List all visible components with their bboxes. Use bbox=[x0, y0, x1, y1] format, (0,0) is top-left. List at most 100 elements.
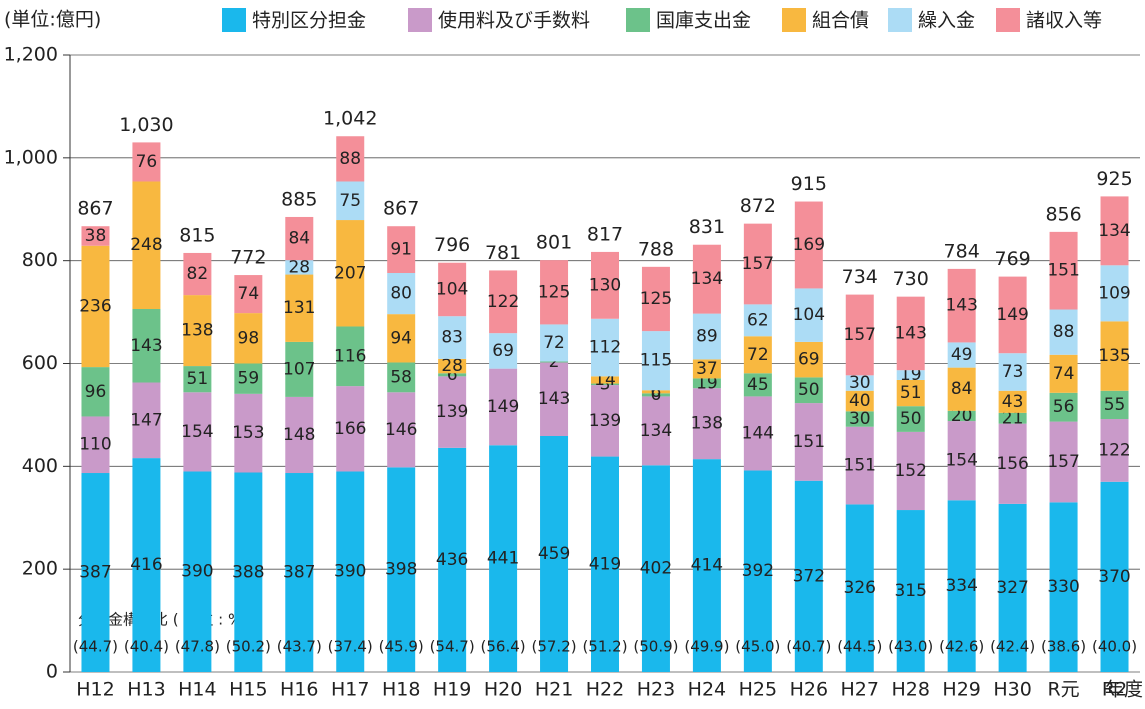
bar-segment bbox=[692, 388, 721, 460]
segment-label: 112 bbox=[589, 338, 621, 358]
total-label: 1,030 bbox=[119, 114, 173, 136]
segment-label: 327 bbox=[996, 578, 1028, 598]
segment-label: 73 bbox=[1002, 362, 1024, 382]
bar-segment bbox=[591, 251, 619, 319]
x-tick-label: H16 bbox=[280, 679, 318, 701]
segment-label: 169 bbox=[793, 235, 825, 255]
total-label: 885 bbox=[281, 188, 317, 210]
segment-label: 28 bbox=[441, 356, 463, 376]
x-tick-label: H18 bbox=[382, 679, 420, 701]
segment-label: 154 bbox=[945, 451, 977, 471]
x-tick-label: H19 bbox=[433, 679, 471, 701]
segment-label: 56 bbox=[1053, 397, 1075, 417]
segment-label: 20 bbox=[951, 406, 973, 426]
segment-label: 69 bbox=[492, 341, 514, 361]
bar-segment bbox=[81, 367, 110, 417]
segment-label: 110 bbox=[79, 435, 111, 455]
legend-label: 特別区分担金 bbox=[252, 10, 366, 32]
ratio-label: (44.5) bbox=[837, 638, 882, 656]
segment-label: 125 bbox=[538, 282, 570, 302]
ratio-label: (50.2) bbox=[226, 638, 271, 656]
total-label: 730 bbox=[893, 268, 929, 290]
segment-label: 72 bbox=[747, 345, 769, 365]
legend-label: 使用料及び手数料 bbox=[438, 10, 590, 32]
x-tick-label: H21 bbox=[535, 679, 573, 701]
segment-label: 402 bbox=[640, 559, 672, 579]
segment-label: 55 bbox=[1104, 395, 1126, 415]
legend-swatch bbox=[996, 8, 1020, 32]
bar-segment bbox=[234, 363, 263, 394]
segment-label: 43 bbox=[1002, 392, 1024, 412]
bar-segment bbox=[1049, 309, 1078, 355]
total-label: 801 bbox=[536, 232, 572, 254]
bar-segment bbox=[387, 467, 416, 672]
bar-segment bbox=[1049, 502, 1078, 672]
segment-label: 115 bbox=[640, 351, 672, 371]
bar-segment bbox=[183, 252, 212, 296]
ratio-label: (56.4) bbox=[481, 638, 526, 656]
bar-segment bbox=[692, 313, 721, 360]
segment-label: 84 bbox=[951, 379, 973, 399]
bar-segment bbox=[81, 416, 110, 474]
bar-segment bbox=[947, 421, 976, 501]
segment-label: 122 bbox=[1098, 440, 1130, 460]
segment-label: 157 bbox=[844, 325, 876, 345]
segment-label: 370 bbox=[1098, 567, 1130, 587]
segment-label: 151 bbox=[844, 456, 876, 476]
x-tick-label: H15 bbox=[229, 679, 267, 701]
bar-segment bbox=[438, 376, 467, 448]
total-label: 831 bbox=[689, 216, 725, 238]
bar-segment bbox=[794, 341, 823, 378]
segment-label: 143 bbox=[538, 389, 570, 409]
bar-segment bbox=[438, 262, 467, 317]
segment-label: 6 bbox=[447, 365, 458, 385]
segment-label: 207 bbox=[334, 263, 366, 283]
ratio-label: (57.2) bbox=[531, 638, 576, 656]
segment-label: 441 bbox=[487, 549, 519, 569]
bar-segment bbox=[285, 341, 314, 397]
segment-label: 390 bbox=[181, 562, 213, 582]
legend-label: 組合債 bbox=[812, 10, 869, 32]
segment-label: 330 bbox=[1047, 577, 1079, 597]
segment-label: 416 bbox=[130, 555, 162, 575]
x-tick-label: H25 bbox=[739, 679, 777, 701]
segment-label: 30 bbox=[849, 373, 871, 393]
bar-segment bbox=[896, 370, 925, 380]
segment-label: 436 bbox=[436, 550, 468, 570]
segment-label: 392 bbox=[742, 561, 774, 581]
ratio-label: (49.9) bbox=[684, 638, 729, 656]
bar-segment bbox=[641, 266, 670, 332]
y-tick-label: 1,200 bbox=[4, 44, 58, 66]
bar-segment bbox=[794, 377, 823, 404]
segment-label: 6 bbox=[651, 385, 662, 405]
bar-segment bbox=[132, 458, 161, 672]
bar-segment bbox=[489, 445, 518, 672]
segment-label: 80 bbox=[390, 284, 412, 304]
segment-label: 315 bbox=[894, 581, 926, 601]
ratio-label: (43.7) bbox=[277, 638, 322, 656]
bar-segment bbox=[387, 314, 416, 363]
bar-segment bbox=[947, 342, 976, 368]
bar-segment bbox=[336, 136, 365, 182]
bar-segment bbox=[285, 396, 314, 474]
x-tick-label: H30 bbox=[993, 679, 1031, 701]
y-tick-label: 600 bbox=[22, 352, 58, 374]
bar-segment bbox=[234, 472, 263, 672]
segment-label: 387 bbox=[79, 563, 111, 583]
segment-label: 37 bbox=[696, 359, 718, 379]
x-tick-label: H12 bbox=[76, 679, 114, 701]
segment-label: 116 bbox=[334, 346, 366, 366]
bar-segment bbox=[183, 392, 212, 472]
bar-segment bbox=[794, 480, 823, 672]
segment-label: 372 bbox=[793, 566, 825, 586]
bar-segment bbox=[896, 379, 925, 407]
segment-label: 30 bbox=[849, 409, 871, 429]
bar-segment bbox=[81, 226, 110, 246]
bar-segment bbox=[591, 318, 619, 377]
legend-label: 諸収入等 bbox=[1026, 10, 1102, 32]
ratio-label: (42.4) bbox=[990, 638, 1035, 656]
segment-label: 154 bbox=[181, 422, 213, 442]
bar-segment bbox=[998, 412, 1027, 424]
